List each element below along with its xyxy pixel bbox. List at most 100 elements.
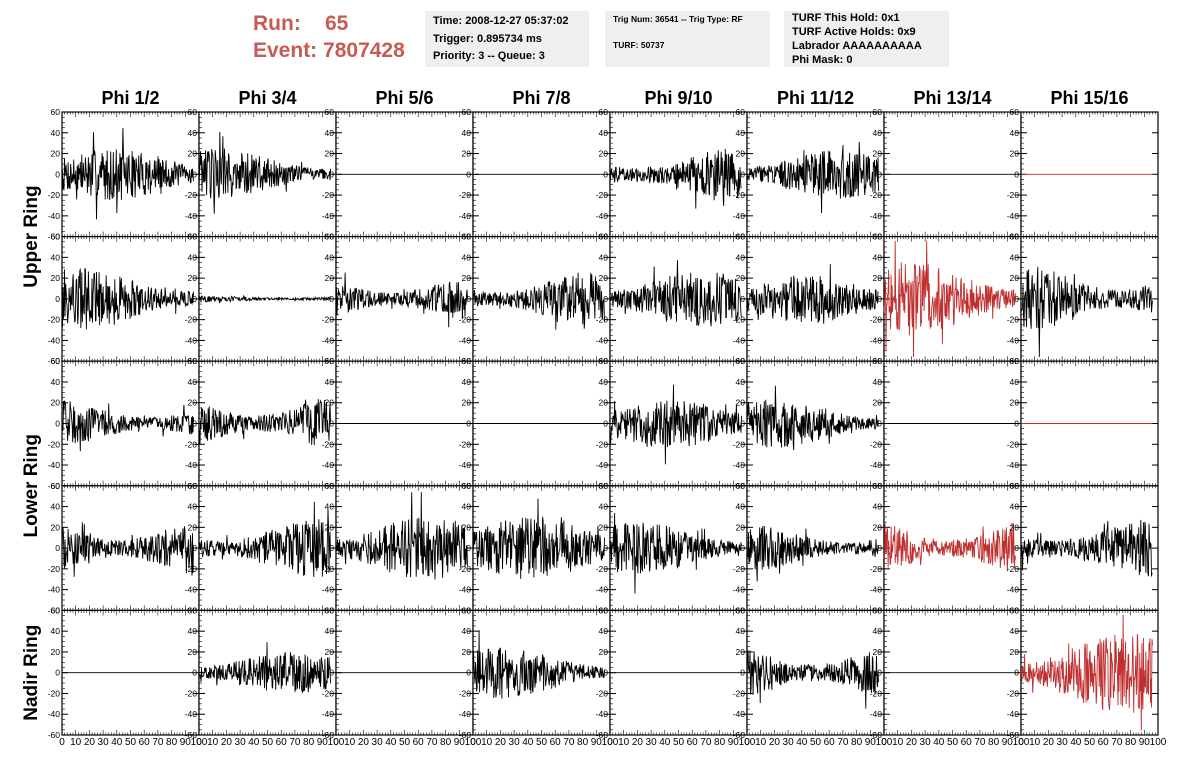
y-tick-label: -40 — [48, 460, 61, 470]
y-tick-label: 0 — [877, 169, 882, 179]
waveform-panel — [609, 236, 748, 362]
y-tick-label: -40 — [733, 211, 746, 221]
y-tick-label: -20 — [322, 439, 335, 449]
y-tick-label: 60 — [325, 481, 335, 491]
y-tick-label: -40 — [596, 335, 609, 345]
waveform-trace — [883, 240, 1016, 358]
column-title: Phi 1/2 — [101, 88, 159, 108]
y-tick-label: 60 — [51, 232, 61, 242]
y-tick-label: 20 — [599, 522, 609, 532]
trig-info-box: Trig Num: 36541 -- Trig Type: RF TURF: 5… — [605, 11, 770, 67]
y-tick-label: 40 — [325, 252, 335, 262]
y-tick-label: 40 — [188, 128, 198, 138]
y-tick-label: 60 — [1010, 107, 1020, 117]
y-tick-label: -60 — [48, 356, 61, 366]
labrador-text: Labrador AAAAAAAAAA — [792, 40, 922, 52]
y-tick-label: 0 — [55, 294, 60, 304]
y-tick-label: 20 — [188, 522, 198, 532]
y-tick-label: -40 — [870, 460, 883, 470]
y-tick-label: 0 — [192, 668, 197, 678]
y-tick-label: 0 — [1014, 419, 1019, 429]
y-tick-label: -40 — [459, 335, 472, 345]
y-tick-label: 0 — [1014, 294, 1019, 304]
y-tick-label: 20 — [873, 149, 883, 159]
turf-active-holds: TURF Active Holds: 0x9 — [792, 26, 916, 38]
y-tick-label: 60 — [51, 481, 61, 491]
y-tick-label: -40 — [185, 460, 198, 470]
y-tick-label: -40 — [1007, 211, 1020, 221]
waveform-trace — [746, 525, 879, 582]
y-tick-label: 20 — [599, 398, 609, 408]
y-tick-label: 60 — [188, 356, 198, 366]
ring-label: Upper Ring — [21, 185, 42, 287]
y-tick-label: 20 — [51, 398, 61, 408]
y-tick-label: -40 — [185, 211, 198, 221]
waveform-trace — [61, 400, 194, 452]
y-tick-label: -40 — [48, 709, 61, 719]
y-tick-label: -40 — [733, 335, 746, 345]
y-tick-label: 40 — [736, 377, 746, 387]
y-tick-label: 40 — [599, 128, 609, 138]
y-tick-label: -60 — [48, 605, 61, 615]
y-tick-label: 40 — [873, 252, 883, 262]
y-tick-label: 20 — [51, 149, 61, 159]
waveform-trace — [472, 272, 605, 330]
y-tick-label: 0 — [877, 294, 882, 304]
waveform-trace — [198, 131, 331, 214]
y-tick-label: 40 — [736, 252, 746, 262]
trigger-text: Trigger: 0.895734 ms — [433, 32, 542, 45]
y-tick-label: 0 — [740, 169, 745, 179]
ring-label: Nadir Ring — [21, 625, 42, 721]
y-tick-label: 60 — [51, 107, 61, 117]
y-tick-label: 0 — [603, 169, 608, 179]
y-tick-label: -40 — [322, 335, 335, 345]
y-tick-label: 20 — [462, 522, 472, 532]
y-tick-label: 40 — [599, 502, 609, 512]
y-tick-label: -20 — [48, 439, 61, 449]
y-tick-label: -40 — [596, 460, 609, 470]
y-tick-label: -40 — [870, 211, 883, 221]
waveform-trace — [61, 127, 194, 220]
column-title: Phi 5/6 — [375, 88, 433, 108]
column-title: Phi 7/8 — [512, 88, 570, 108]
y-tick-label: 20 — [462, 398, 472, 408]
y-tick-label: -20 — [733, 439, 746, 449]
y-tick-label: -40 — [459, 211, 472, 221]
y-tick-label: 40 — [1010, 252, 1020, 262]
y-tick-label: 20 — [51, 522, 61, 532]
y-tick-label: -60 — [48, 730, 61, 740]
y-tick-label: 20 — [736, 273, 746, 283]
y-tick-label: 60 — [51, 605, 61, 615]
y-tick-label: 20 — [325, 522, 335, 532]
phi-mask-text: Phi Mask: 0 — [792, 54, 853, 66]
y-tick-label: -20 — [596, 439, 609, 449]
y-tick-label: 40 — [599, 377, 609, 387]
y-tick-label: 20 — [188, 149, 198, 159]
y-tick-label: 40 — [873, 128, 883, 138]
y-tick-label: 0 — [740, 294, 745, 304]
y-tick-label: 40 — [462, 128, 472, 138]
y-tick-label: -20 — [1007, 315, 1020, 325]
y-tick-label: 20 — [736, 522, 746, 532]
y-tick-label: 60 — [188, 107, 198, 117]
y-tick-label: 0 — [329, 294, 334, 304]
y-tick-label: 60 — [462, 232, 472, 242]
y-tick-label: -40 — [322, 585, 335, 595]
turf-text: TURF: 50737 — [613, 40, 665, 50]
y-tick-label: 60 — [599, 356, 609, 366]
y-tick-label: -20 — [870, 315, 883, 325]
y-tick-label: -40 — [48, 211, 61, 221]
run-label: Run: — [253, 12, 301, 35]
y-tick-label: -20 — [459, 190, 472, 200]
y-tick-label: 20 — [1010, 522, 1020, 532]
waveform-trace — [1020, 266, 1153, 358]
y-tick-label: 20 — [736, 398, 746, 408]
y-tick-label: 60 — [325, 356, 335, 366]
trig-num-text: Trig Num: 36541 -- Trig Type: RF — [613, 14, 743, 24]
y-tick-label: 0 — [55, 668, 60, 678]
turf-this-hold: TURF This Hold: 0x1 — [792, 12, 900, 24]
y-tick-label: 20 — [51, 273, 61, 283]
y-tick-label: 0 — [329, 543, 334, 553]
y-tick-label: -20 — [1007, 564, 1020, 574]
